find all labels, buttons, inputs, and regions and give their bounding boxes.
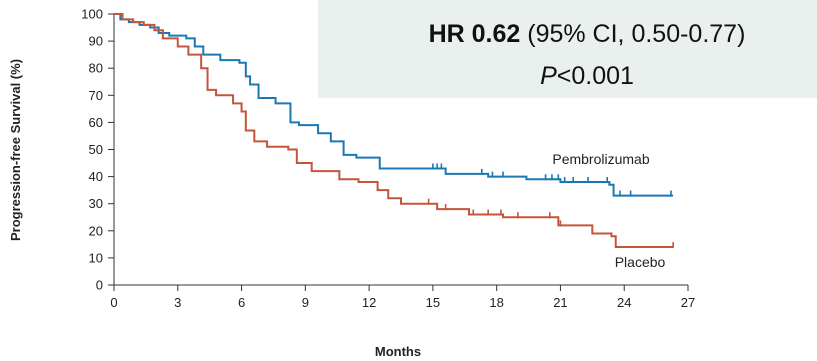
p-value-text: P<0.001 (540, 62, 634, 90)
y-tick-label: 20 (89, 223, 103, 238)
x-tick-label: 18 (489, 295, 503, 310)
x-tick-label: 21 (553, 295, 567, 310)
x-tick-label: 9 (302, 295, 309, 310)
y-tick-label: 70 (89, 88, 103, 103)
y-axis-title: Progression-free Survival (%) (8, 59, 23, 241)
x-tick-label: 3 (174, 295, 181, 310)
p-value: <0.001 (557, 62, 634, 90)
y-tick-label: 90 (89, 34, 103, 49)
y-tick-label: 100 (81, 7, 103, 22)
hazard-ratio-text: HR 0.62 (95% CI, 0.50-0.77) (429, 20, 746, 48)
y-tick-label: 10 (89, 250, 103, 265)
x-tick-label: 12 (362, 295, 376, 310)
x-axis-title: Months (375, 344, 421, 359)
x-tick-label: 27 (681, 295, 695, 310)
series-label-placebo: Placebo (615, 254, 666, 270)
x-tick-label: 15 (426, 295, 440, 310)
y-ticks: 0 10 20 30 40 50 60 70 80 90 100 (81, 7, 114, 293)
y-tick-label: 40 (89, 169, 103, 184)
y-tick-label: 60 (89, 115, 103, 130)
x-tick-label: 6 (238, 295, 245, 310)
confidence-interval: (95% CI, 0.50-0.77) (527, 20, 745, 48)
x-tick-label: 0 (110, 295, 117, 310)
hazard-ratio-label: HR 0.62 (429, 20, 521, 48)
series-layer (114, 13, 674, 249)
p-label: P (540, 62, 557, 90)
y-tick-label: 0 (96, 278, 103, 293)
y-tick-label: 30 (89, 196, 103, 211)
annotation-box (318, 0, 817, 98)
y-tick-label: 80 (89, 61, 103, 76)
series-label-pembrolizumab: Pembrolizumab (552, 151, 649, 167)
x-tick-label: 24 (617, 295, 631, 310)
y-tick-label: 50 (89, 142, 103, 157)
survival-curve-placebo (114, 13, 674, 249)
x-ticks: 0 3 6 9 12 15 18 21 24 27 (110, 285, 695, 310)
